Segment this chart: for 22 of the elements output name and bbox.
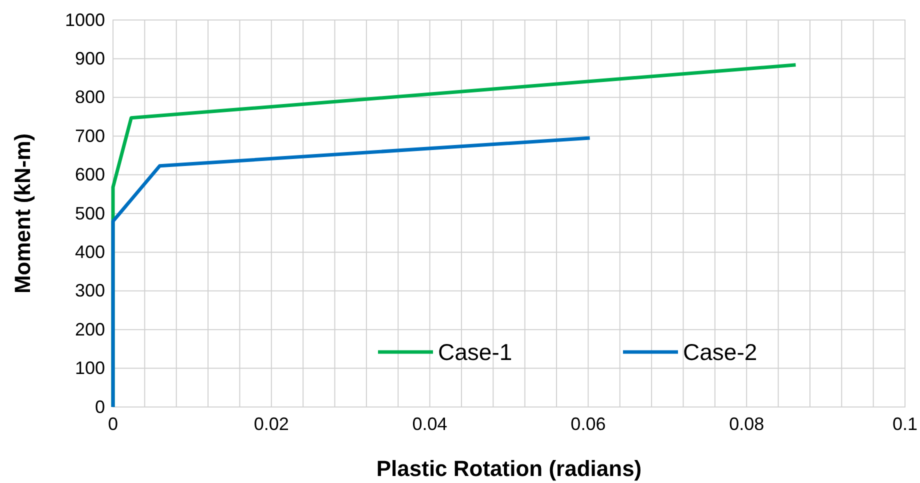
y-tick-label: 900: [74, 48, 105, 68]
line-series: [111, 136, 592, 409]
x-tick-label: 0.02: [254, 414, 289, 434]
x-tick-label: 0.04: [412, 414, 448, 434]
y-tick-label: 400: [74, 242, 105, 262]
y-tick-label: 700: [74, 126, 105, 146]
y-tick-label: 300: [74, 280, 105, 301]
y-tick-label: 600: [74, 164, 105, 185]
x-tick-label: 0.1: [892, 414, 918, 434]
y-tick-label: 1000: [64, 10, 105, 30]
legend-label: Case-1: [438, 339, 512, 365]
y-axis-title: Moment (kN-m): [10, 133, 35, 294]
y-tick-label: 500: [74, 203, 105, 224]
x-tick-label: 0: [108, 414, 118, 434]
legend-label: Case-2: [683, 339, 758, 365]
y-tick-label: 0: [94, 396, 105, 417]
y-tick-label: 100: [74, 358, 105, 378]
y-tick-label: 800: [74, 87, 105, 108]
x-tick-label: 0.08: [729, 414, 764, 434]
y-tick-label: 200: [74, 319, 105, 340]
x-tick-label: 0.06: [570, 414, 606, 434]
x-axis-title: Plastic Rotation (radians): [376, 456, 642, 481]
